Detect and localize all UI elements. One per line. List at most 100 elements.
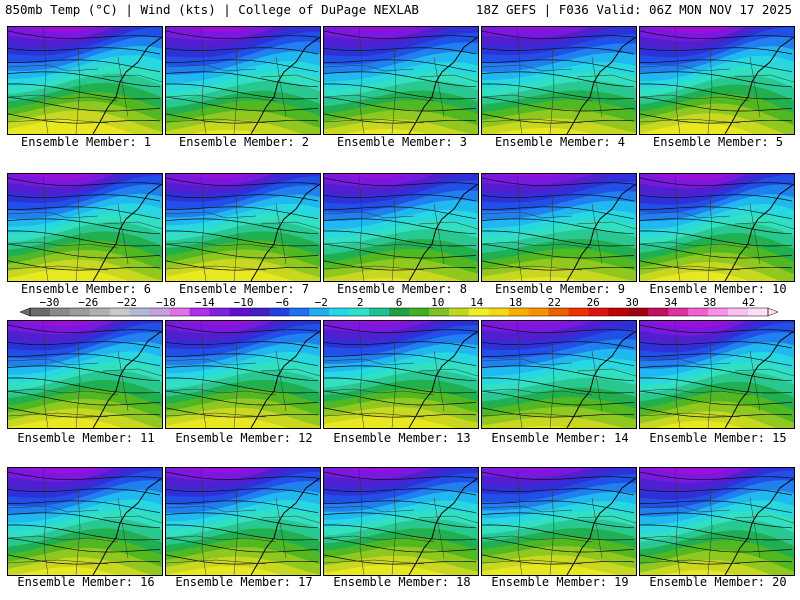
contour-line — [324, 554, 477, 565]
contour-line — [166, 30, 319, 39]
ensemble-member-map — [7, 26, 163, 135]
temperature-band — [482, 564, 636, 575]
state-boundary — [674, 27, 681, 134]
contour-line — [482, 96, 635, 112]
state-boundary — [358, 174, 365, 281]
colorbar-tick-label: −30 — [39, 296, 60, 309]
contour-line — [482, 59, 635, 73]
contour-line — [482, 407, 635, 418]
temperature-band — [482, 416, 636, 428]
contour-line — [482, 83, 635, 100]
contour-line — [482, 71, 635, 88]
contour-line — [482, 30, 635, 39]
contour-line — [166, 71, 319, 88]
state-boundary — [707, 46, 713, 134]
colorbar-swatch — [269, 308, 290, 316]
ensemble-member-map — [481, 26, 637, 135]
state-boundary — [391, 340, 397, 428]
contour-line — [166, 194, 319, 202]
contour-line — [324, 194, 477, 202]
state-boundary — [516, 174, 523, 281]
contour-line — [166, 218, 319, 235]
state-boundary — [482, 412, 583, 418]
state-boundary — [433, 56, 445, 118]
contour-line — [324, 377, 477, 394]
state-boundary — [324, 505, 415, 513]
state-boundary — [549, 46, 555, 134]
state-boundary — [200, 27, 207, 134]
contour-line — [166, 512, 319, 529]
colorbar-tick-label: 42 — [741, 296, 756, 309]
state-boundary — [576, 74, 636, 83]
contour-line — [324, 324, 477, 333]
contour-line — [8, 377, 161, 394]
state-boundary — [166, 505, 257, 513]
state-boundary — [166, 241, 277, 249]
coastline — [250, 183, 320, 281]
state-boundary — [734, 368, 794, 377]
state-boundary — [102, 74, 162, 83]
contour-line — [482, 218, 635, 235]
contour-line — [324, 500, 477, 514]
contour-line — [482, 390, 635, 406]
coastline — [724, 36, 794, 134]
state-boundary — [591, 56, 603, 118]
state-boundary — [233, 487, 239, 575]
coastline — [250, 330, 320, 428]
contour-line — [8, 471, 161, 480]
state-boundary — [42, 174, 49, 281]
ensemble-member-label: Ensemble Member: 2 — [178, 135, 310, 149]
ensemble-member-map — [481, 173, 637, 282]
contour-line — [640, 96, 793, 112]
contour-line — [324, 47, 477, 55]
ensemble-member-map — [639, 467, 795, 576]
contour-line — [8, 512, 161, 529]
coastline — [92, 36, 162, 134]
state-boundary — [8, 559, 109, 565]
colorbar-tick-label: −6 — [275, 296, 290, 309]
ensemble-member-map — [639, 320, 795, 429]
colorbar-swatch — [568, 308, 589, 316]
contour-line — [166, 407, 319, 418]
state-boundary — [549, 340, 555, 428]
contour-line — [8, 537, 161, 553]
contour-line — [640, 47, 793, 55]
state-boundary — [275, 56, 287, 118]
colorbar-swatch — [229, 308, 250, 316]
state-boundary — [75, 340, 81, 428]
contour-line — [640, 524, 793, 541]
state-boundary — [391, 487, 397, 575]
ensemble-member-map — [481, 467, 637, 576]
colorbar-tick-label: −26 — [78, 296, 99, 309]
colorbar-swatch — [289, 308, 310, 316]
ensemble-member-label: Ensemble Member: 8 — [336, 282, 468, 296]
contour-line — [640, 324, 793, 333]
state-boundary — [640, 211, 731, 219]
state-boundary — [734, 221, 794, 230]
ensemble-member-label: Ensemble Member: 6 — [20, 282, 152, 296]
state-boundary — [8, 358, 99, 366]
coastline — [724, 477, 794, 575]
temperature-band — [482, 127, 636, 134]
state-boundary — [391, 46, 397, 134]
state-boundary — [433, 497, 445, 559]
state-boundary — [275, 497, 287, 559]
state-boundary — [42, 468, 49, 575]
contour-line — [640, 194, 793, 202]
coastline — [92, 477, 162, 575]
coastline — [566, 183, 636, 281]
state-boundary — [707, 193, 713, 281]
colorbar-swatch — [389, 308, 410, 316]
contour-line — [324, 365, 477, 382]
state-boundary — [482, 211, 573, 219]
contour-line — [482, 230, 635, 247]
colorbar-swatch — [628, 308, 649, 316]
contour-line — [640, 177, 793, 186]
state-boundary — [640, 535, 751, 543]
contour-line — [324, 471, 477, 480]
state-boundary — [166, 265, 267, 271]
contour-line — [482, 537, 635, 553]
colorbar-tick-label: 26 — [586, 296, 600, 309]
ensemble-member-label: Ensemble Member: 19 — [491, 575, 629, 589]
state-boundary — [275, 203, 287, 265]
